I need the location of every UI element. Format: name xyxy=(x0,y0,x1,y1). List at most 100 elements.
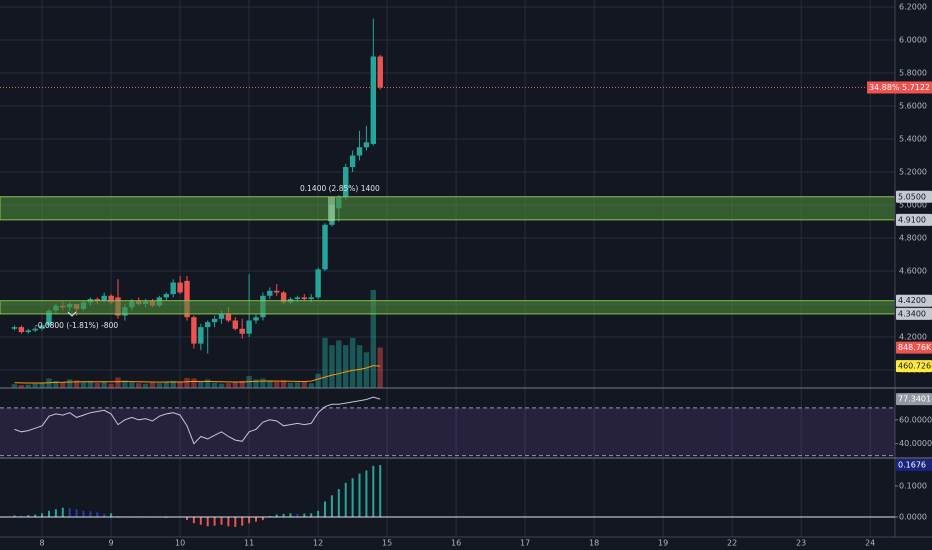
measure-arrow xyxy=(67,311,77,317)
histogram-bar xyxy=(234,516,237,527)
volume-bar xyxy=(287,382,294,388)
candle-body xyxy=(315,269,321,298)
volume-bar xyxy=(87,380,94,388)
candle-body xyxy=(25,330,31,333)
measure-box xyxy=(328,197,335,221)
histogram-bar xyxy=(206,516,209,527)
candle-body xyxy=(274,290,280,293)
volume-bar xyxy=(232,382,239,388)
candle-body xyxy=(211,318,218,323)
histogram-bar xyxy=(192,516,195,524)
zone xyxy=(0,196,896,221)
histogram-bar xyxy=(379,465,382,517)
candle-body xyxy=(239,328,245,334)
x-tick-label: 8 xyxy=(40,539,45,548)
y-tick-label: 5.8000 xyxy=(899,68,927,77)
histogram-bar xyxy=(68,508,71,517)
candle-body xyxy=(322,224,328,270)
histogram-bar xyxy=(289,513,292,517)
histogram-bar xyxy=(61,507,64,517)
histogram-bar xyxy=(34,514,37,517)
histogram-bar xyxy=(255,516,258,522)
axis-badge xyxy=(896,213,932,226)
volume-bar xyxy=(122,380,128,388)
histogram-bar xyxy=(20,515,23,517)
x-tick-label: 24 xyxy=(865,539,875,548)
volume-bar xyxy=(198,381,204,388)
candle-body xyxy=(205,322,211,328)
axis-badge xyxy=(896,459,932,472)
volume-bar xyxy=(218,383,225,388)
volume-bar xyxy=(60,382,66,388)
candle-body xyxy=(101,295,107,301)
y-tick-label: 0.1000 xyxy=(899,481,927,490)
candle-body xyxy=(377,56,383,88)
volume-bar xyxy=(11,384,18,388)
candle-body xyxy=(267,290,273,296)
annotation: -0.0800 (-1.81%) -800 xyxy=(35,321,118,330)
y-tick-label: 4.2000 xyxy=(899,333,927,342)
histogram-bar xyxy=(220,516,223,525)
volume-bar xyxy=(80,382,87,388)
candle-body xyxy=(349,155,356,168)
volume-bar xyxy=(308,383,314,388)
rsi-line xyxy=(14,396,381,445)
candle-body xyxy=(11,327,18,329)
candle-body xyxy=(108,295,114,303)
volume-bar xyxy=(329,345,335,388)
volume-bar xyxy=(18,385,25,388)
candle-body xyxy=(177,282,183,293)
candle-body xyxy=(356,147,363,156)
candle-body xyxy=(170,282,176,295)
candle-body xyxy=(363,142,370,148)
candle-body xyxy=(294,297,301,300)
axis-badge xyxy=(896,341,932,354)
volume-bar xyxy=(94,382,100,388)
candle-body xyxy=(370,56,377,144)
volume-bar xyxy=(156,383,163,388)
volume-bar xyxy=(177,382,183,388)
volume-bar xyxy=(46,378,52,388)
axis-badge-label: 848.76K xyxy=(898,343,932,352)
axis-badge-label: 77.3401 xyxy=(898,395,931,404)
histogram-bar xyxy=(96,512,99,517)
candle-body xyxy=(46,310,52,326)
annotation: 0.1400 (2.85%) 1400 xyxy=(300,184,380,193)
y-tick-label: 6.2000 xyxy=(899,2,927,11)
histogram-bar xyxy=(365,470,368,517)
candle-body xyxy=(163,294,170,298)
histogram-bar xyxy=(227,516,230,527)
volume-bar xyxy=(25,384,31,388)
volume-bar xyxy=(163,381,170,388)
volume-bar xyxy=(322,338,328,388)
volume-bar xyxy=(294,382,301,388)
x-tick-label: 12 xyxy=(313,539,323,548)
y-tick-label: 40.0000 xyxy=(899,439,932,448)
histogram-bar xyxy=(317,510,320,517)
last-price-label: 5.7122 xyxy=(902,83,930,92)
histogram-bar xyxy=(296,513,299,517)
volume-bar xyxy=(356,345,363,388)
x-tick-label: 18 xyxy=(589,539,599,548)
candle-body xyxy=(18,327,25,333)
volume-bar xyxy=(363,352,370,388)
candle-body xyxy=(253,317,259,321)
histogram-bar xyxy=(241,516,244,526)
volume-bar xyxy=(39,383,45,388)
x-tick-label: 16 xyxy=(451,539,461,548)
volume-bar xyxy=(274,381,280,388)
volume-bar xyxy=(267,380,273,388)
axis-badge-label: 460.726K xyxy=(898,362,932,371)
candle-body xyxy=(191,317,197,344)
histogram-bar xyxy=(54,509,57,517)
x-tick-label: 17 xyxy=(520,539,530,548)
candle-body xyxy=(308,297,314,300)
volume-bar xyxy=(225,383,232,388)
volume-bar xyxy=(184,378,190,388)
volume-bar xyxy=(142,383,149,388)
y-tick-label: 4.6000 xyxy=(899,267,927,276)
x-tick-label: 11 xyxy=(244,539,254,548)
histogram-bar xyxy=(372,465,375,517)
volume-bar xyxy=(301,381,308,388)
